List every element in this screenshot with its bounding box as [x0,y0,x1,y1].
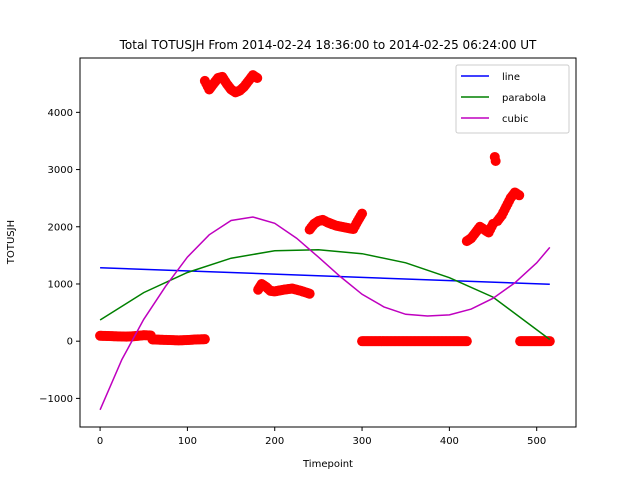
x-tick-label: 300 [353,436,372,447]
plot-frame [79,57,577,428]
data-point [304,288,315,299]
x-tick-label: 0 [97,436,103,447]
data-point [514,190,525,201]
y-tick-label: 4000 [48,108,73,119]
x-tick-label: 100 [178,436,197,447]
data-point [544,336,555,347]
y-axis-title: TOTUSJH [6,220,17,265]
data-point [461,336,472,347]
y-tick-label: 2000 [48,222,73,233]
legend-label-line: line [502,72,520,83]
legend-label-parabola: parabola [502,93,546,104]
series-line-line [100,266,550,286]
y-tick-label: −1000 [39,394,73,405]
chart-title: Total TOTUSJH From 2014-02-24 18:36:00 t… [119,38,537,52]
y-tick-label: 3000 [48,165,73,176]
series-cubic-line [99,216,551,411]
y-axis: −1000 0 1000 2000 3000 4000 [39,108,80,405]
x-axis-title: Timepoint [302,459,353,470]
x-axis: 0 100 200 300 400 500 [97,427,546,447]
legend: line parabola cubic [455,64,570,134]
x-tick-label: 500 [527,436,546,447]
data-point [199,334,210,345]
plot-area [95,70,555,411]
legend-label-cubic: cubic [502,114,528,125]
data-point [490,155,501,166]
data-point [357,208,368,219]
x-tick-label: 200 [265,436,284,447]
x-tick-label: 400 [440,436,459,447]
series-parabola-line [99,248,551,341]
data-point [252,73,263,84]
y-tick-label: 0 [67,337,73,348]
legend-box [455,64,570,134]
y-tick-label: 1000 [48,279,73,290]
